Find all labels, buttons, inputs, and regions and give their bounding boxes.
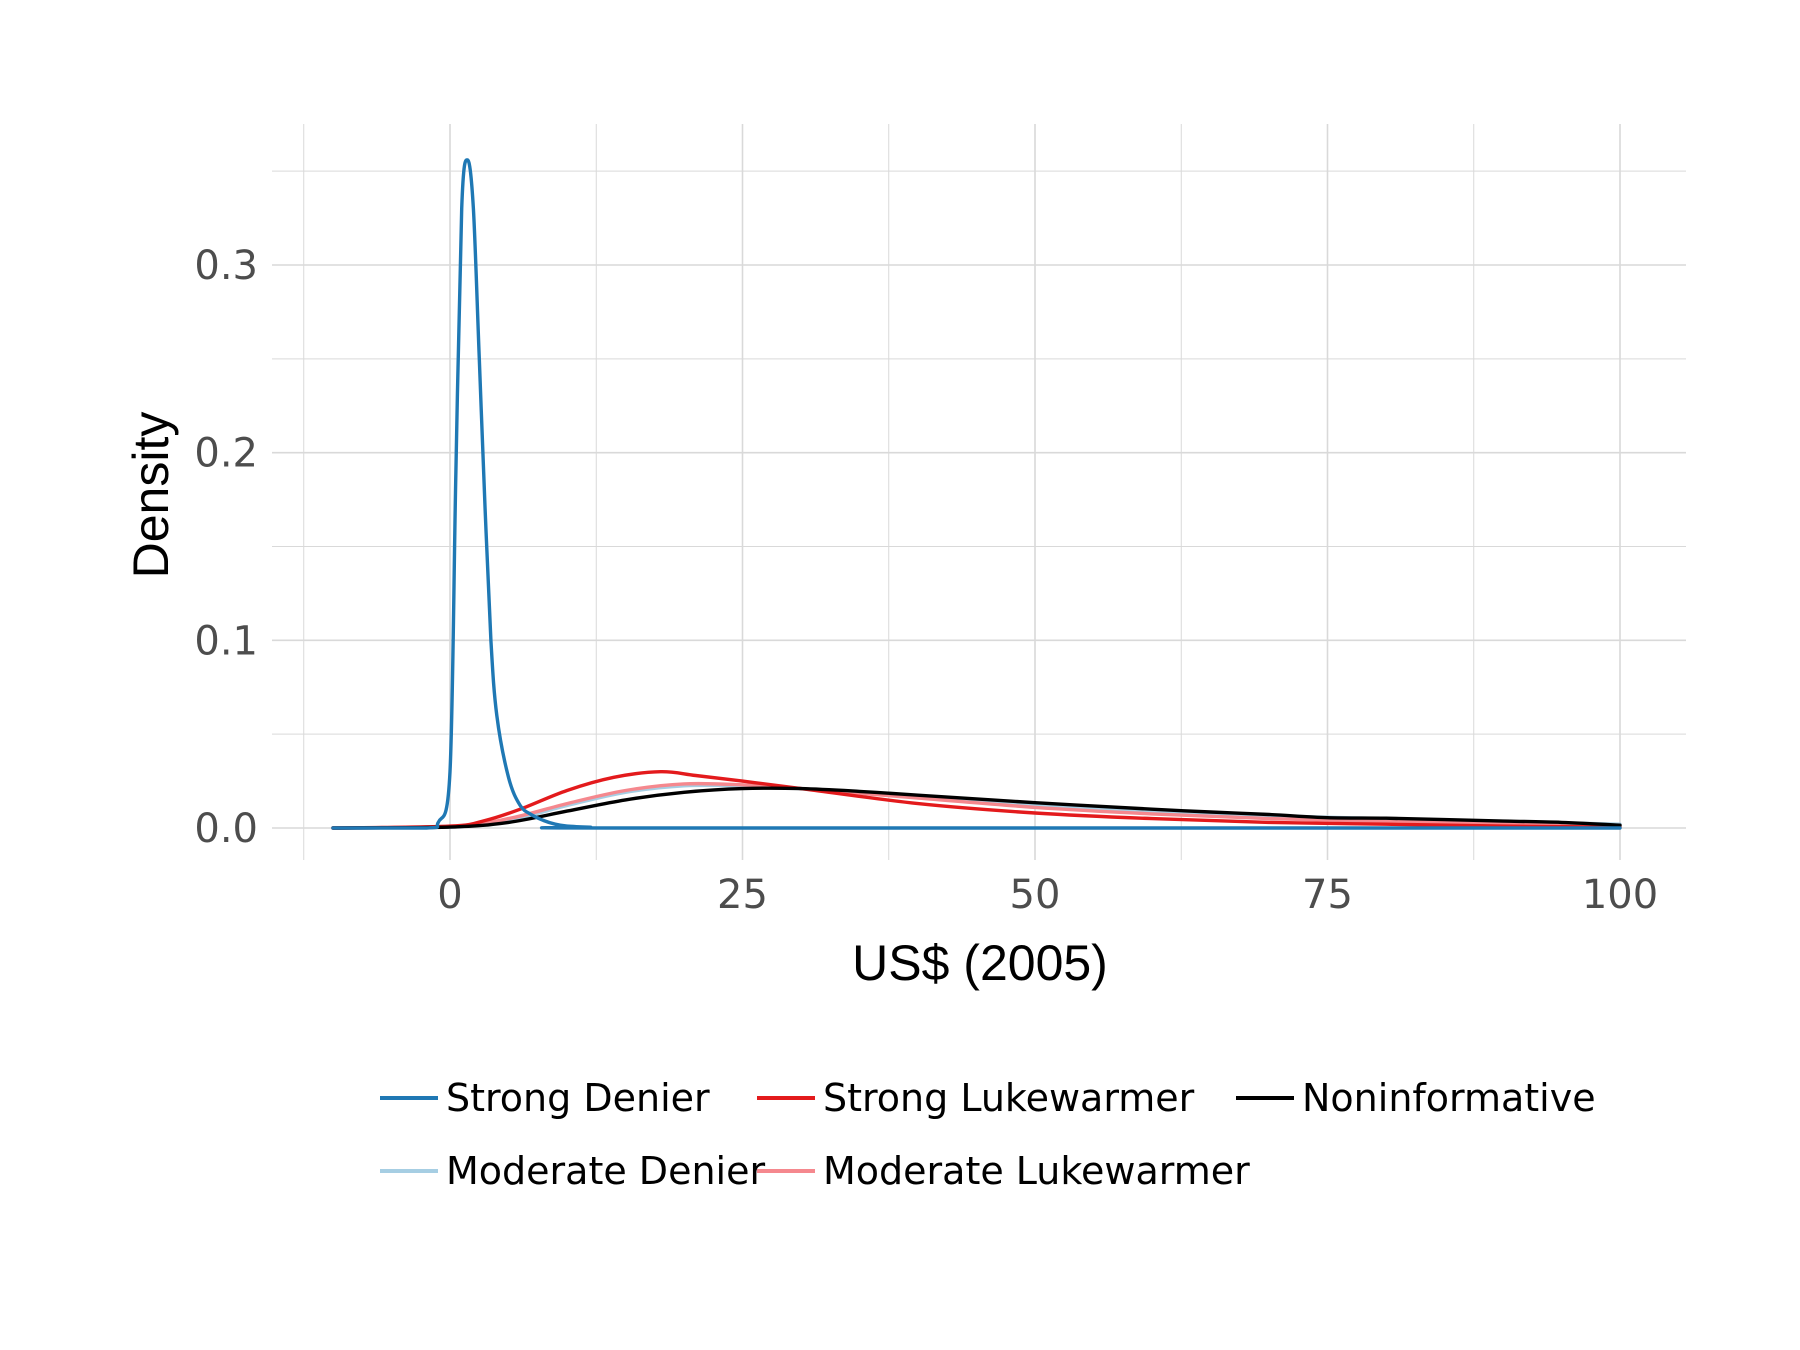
x-axis-title: US$ (2005) bbox=[852, 935, 1108, 991]
legend-label-noninformative: Noninformative bbox=[1302, 1076, 1596, 1120]
legend: Strong Denier Strong Lukewarmer Noninforma… bbox=[380, 1076, 1596, 1193]
x-tick-label: 100 bbox=[1582, 872, 1658, 918]
legend-label-strong-lukewarmer: Strong Lukewarmer bbox=[823, 1076, 1195, 1120]
y-tick-label: 0.3 bbox=[194, 243, 258, 289]
x-axis-ticks: 0 25 50 75 100 bbox=[437, 872, 1658, 918]
legend-label-moderate-lukewarmer: Moderate Lukewarmer bbox=[823, 1149, 1250, 1193]
y-tick-label: 0.0 bbox=[194, 806, 258, 852]
legend-label-moderate-denier: Moderate Denier bbox=[446, 1149, 765, 1193]
series-line-moderate-lukewarmer bbox=[331, 781, 1622, 830]
series-line-strong-denier bbox=[331, 158, 1622, 830]
y-axis-title: Density bbox=[123, 412, 179, 579]
legend-label-strong-denier: Strong Denier bbox=[446, 1076, 710, 1120]
x-tick-label: 50 bbox=[1010, 872, 1061, 918]
y-axis-ticks: 0.0 0.1 0.2 0.3 bbox=[194, 243, 258, 852]
series-line-noninformative bbox=[331, 786, 1622, 830]
y-tick-label: 0.2 bbox=[194, 431, 258, 477]
x-tick-label: 25 bbox=[717, 872, 768, 918]
y-tick-label: 0.1 bbox=[194, 618, 258, 664]
x-tick-label: 75 bbox=[1302, 872, 1353, 918]
x-tick-label: 0 bbox=[437, 872, 462, 918]
grid bbox=[272, 124, 1686, 860]
series-lines bbox=[331, 158, 1622, 830]
